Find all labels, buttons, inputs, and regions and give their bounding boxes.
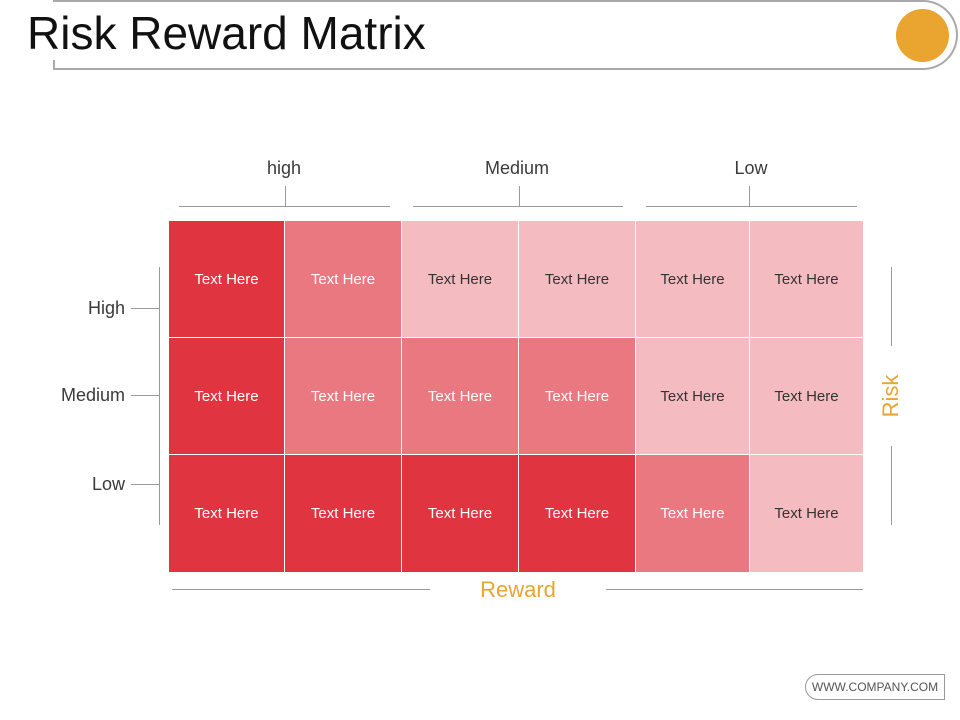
- row-axis-rail: [159, 267, 160, 525]
- matrix-cell: Text Here: [169, 455, 285, 572]
- matrix-cell: Text Here: [169, 338, 285, 455]
- column-header-low: Low: [734, 158, 768, 178]
- matrix-cell: Text Here: [636, 221, 750, 338]
- matrix-cell: Text Here: [750, 338, 863, 455]
- matrix-cell: Text Here: [402, 221, 519, 338]
- page-title: Risk Reward Matrix: [27, 7, 426, 59]
- orange-circle-icon: [896, 9, 949, 62]
- matrix-cell: Text Here: [285, 338, 402, 455]
- column-bracket-medium: [413, 206, 623, 207]
- reward-axis-line-right: [606, 589, 863, 590]
- column-bracket-tick-high: [285, 186, 286, 206]
- column-header-medium: Medium: [484, 158, 550, 178]
- risk-axis-rail-top: [891, 267, 892, 346]
- matrix-cell: Text Here: [519, 455, 636, 572]
- column-header-high: high: [266, 158, 302, 178]
- row-label-medium: Medium: [60, 385, 125, 405]
- matrix-cell: Text Here: [750, 455, 863, 572]
- matrix-cell: Text Here: [169, 221, 285, 338]
- row-label-low: Low: [91, 474, 125, 494]
- matrix-cell: Text Here: [519, 221, 636, 338]
- risk-axis-label: Risk: [878, 374, 903, 418]
- row-label-high: High: [87, 298, 125, 318]
- risk-reward-grid: Text Here Text Here Text Here Text Here Text…: [169, 221, 863, 572]
- company-url[interactable]: WWW.COMPANY.COM: [805, 674, 945, 700]
- matrix-cell: Text Here: [402, 338, 519, 455]
- matrix-cell: Text Here: [636, 455, 750, 572]
- matrix-cell: Text Here: [402, 455, 519, 572]
- row-tick-low: [131, 484, 159, 485]
- matrix-cell: Text Here: [285, 221, 402, 338]
- column-bracket-high: [179, 206, 390, 207]
- matrix-cell: Text Here: [750, 221, 863, 338]
- matrix-cell: Text Here: [636, 338, 750, 455]
- row-tick-high: [131, 308, 159, 309]
- title-frame: [53, 0, 958, 70]
- risk-axis-rail-bottom: [891, 446, 892, 525]
- row-tick-medium: [131, 395, 159, 396]
- reward-axis-line-left: [172, 589, 430, 590]
- matrix-cell: Text Here: [285, 455, 402, 572]
- column-bracket-tick-medium: [519, 186, 520, 206]
- column-bracket-low: [646, 206, 857, 207]
- column-bracket-tick-low: [749, 186, 750, 206]
- matrix-cell: Text Here: [519, 338, 636, 455]
- reward-axis-label: Reward: [480, 577, 556, 602]
